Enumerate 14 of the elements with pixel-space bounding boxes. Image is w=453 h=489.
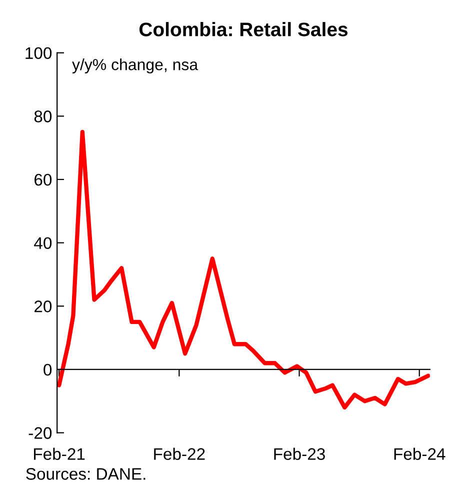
chart-title: Colombia: Retail Sales (139, 22, 348, 36)
x-tick-label: Feb-24 (394, 448, 446, 460)
x-tick-label: Feb-21 (34, 448, 85, 460)
y-axis-title: y/y% change, nsa (72, 58, 198, 74)
y-tick-label: 80 (34, 110, 52, 122)
y-tick-label: 0 (44, 364, 52, 376)
y-tick-label: 20 (34, 300, 52, 312)
x-tick-label: Feb-23 (274, 448, 325, 460)
x-tick-label: Feb-22 (154, 448, 205, 460)
y-tick-label: 60 (34, 174, 52, 186)
source-note: Sources: DANE. (26, 468, 146, 480)
y-tick-label: 40 (34, 237, 52, 249)
y-tick-label: -20 (28, 427, 52, 439)
y-tick-label: 100 (26, 47, 52, 60)
